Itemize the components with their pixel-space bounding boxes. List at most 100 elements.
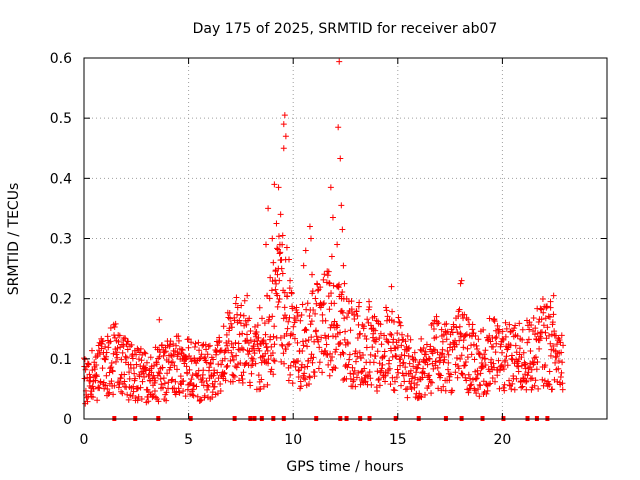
data-point [264, 381, 271, 388]
data-point [85, 361, 92, 368]
data-point [307, 321, 314, 328]
data-point [290, 331, 297, 338]
data-point [339, 226, 346, 233]
data-point [491, 318, 498, 325]
data-point [272, 267, 279, 274]
data-point [262, 340, 269, 347]
data-point [86, 371, 93, 378]
data-point [285, 318, 292, 325]
data-point [273, 220, 280, 227]
data-point [129, 355, 136, 362]
data-point [532, 325, 539, 332]
data-point [104, 386, 111, 393]
data-point [251, 347, 258, 354]
data-point [372, 327, 379, 334]
data-point [259, 315, 266, 322]
data-point [255, 334, 262, 341]
data-point [333, 346, 340, 353]
data-point [222, 377, 229, 384]
data-point [175, 337, 182, 344]
data-point [124, 391, 131, 398]
data-point [405, 353, 412, 360]
data-point [321, 300, 328, 307]
data-point [527, 375, 534, 382]
data-point [375, 375, 382, 382]
data-point [557, 339, 564, 346]
data-point [534, 359, 541, 366]
data-point [426, 356, 433, 363]
data-point [245, 351, 252, 358]
data-point [384, 313, 391, 320]
data-point [414, 381, 421, 388]
data-point [456, 306, 463, 313]
data-point [316, 344, 323, 351]
data-point [391, 318, 398, 325]
data-point [152, 377, 159, 384]
data-point [106, 389, 113, 396]
data-point [249, 361, 256, 368]
data-point [131, 370, 138, 377]
data-point [130, 365, 137, 372]
data-point [487, 338, 494, 345]
data-point [211, 370, 218, 377]
data-point [173, 388, 180, 395]
data-point [374, 368, 381, 375]
data-point [216, 338, 223, 345]
data-point [471, 387, 478, 394]
data-point [226, 310, 233, 317]
data-point [500, 366, 507, 373]
data-point [345, 361, 352, 368]
data-point [376, 382, 383, 389]
data-point [174, 366, 181, 373]
data-point [158, 381, 165, 388]
data-point [411, 384, 418, 391]
data-point [367, 351, 374, 358]
data-point [115, 384, 122, 391]
data-point [468, 381, 475, 388]
data-point [228, 320, 235, 327]
data-point [292, 317, 299, 324]
data-point [548, 346, 555, 353]
data-point [348, 298, 355, 305]
data-point [232, 339, 239, 346]
data-point [546, 381, 553, 388]
data-point [304, 363, 311, 370]
data-point [244, 292, 251, 299]
data-point [117, 375, 124, 382]
data-point [452, 369, 459, 376]
data-point [270, 259, 277, 266]
data-point [276, 277, 283, 284]
data-point [447, 371, 454, 378]
data-point [159, 384, 166, 391]
data-point [395, 314, 402, 321]
data-point [285, 377, 292, 384]
data-point [252, 330, 259, 337]
data-point [94, 397, 101, 404]
data-point [281, 360, 288, 367]
data-point [180, 377, 187, 384]
data-point [314, 281, 321, 288]
data-point [470, 341, 477, 348]
x-tick-label: 15 [389, 432, 407, 448]
data-point [508, 352, 515, 359]
data-point [417, 393, 424, 400]
data-point [529, 375, 536, 382]
data-point [365, 306, 372, 313]
data-point [544, 303, 551, 310]
data-point [494, 322, 501, 329]
data-point [172, 348, 179, 355]
data-point [326, 372, 333, 379]
data-point [211, 383, 218, 390]
data-point [402, 364, 409, 371]
data-point [518, 362, 525, 369]
data-point [246, 315, 253, 322]
data-point [89, 394, 96, 401]
data-point [327, 184, 334, 191]
data-point [391, 387, 398, 394]
data-point [326, 280, 333, 287]
data-point [516, 345, 523, 352]
data-point [155, 398, 162, 405]
data-point [270, 371, 277, 378]
data-point [295, 373, 302, 380]
data-point [336, 58, 343, 65]
